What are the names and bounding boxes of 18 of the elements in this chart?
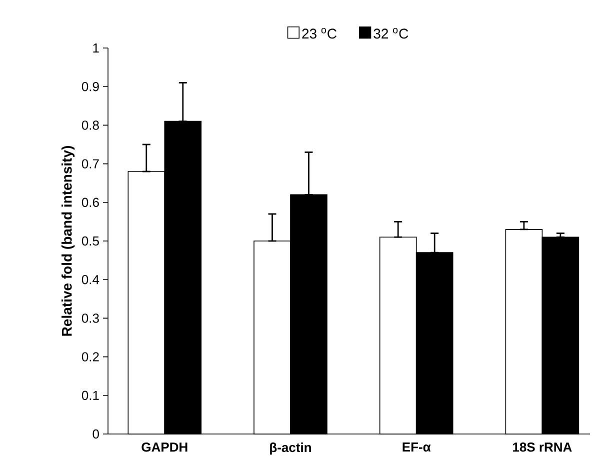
y-tick-label: 0.5 [82,236,99,246]
legend-label: 32 $^{o}$C [374,28,408,39]
y-tick-label: 0.6 [82,198,99,207]
legend-label: 23 $^{o}$C [302,28,336,39]
x-tick-label: β-actin [270,442,311,455]
y-tick-label: 0.4 [82,274,100,284]
y-tick-label: 0.2 [82,352,99,362]
y-tick-label: 0.8 [82,120,99,130]
x-tick-label: 18S rRNA [513,442,572,452]
x-tick-label: GAPDH [142,442,188,452]
x-tick-label: EF-α [402,442,431,452]
y-tick-label: 1 [93,44,99,52]
y-axis-title: Relative fold (band intensity) [62,146,75,336]
y-tick-label: 0.7 [82,159,99,168]
y-tick-label: 0.3 [82,314,99,323]
y-tick-label: 0 [92,429,99,439]
y-tick-label: 0.1 [82,390,99,400]
y-tick-label: 0.9 [82,82,99,92]
